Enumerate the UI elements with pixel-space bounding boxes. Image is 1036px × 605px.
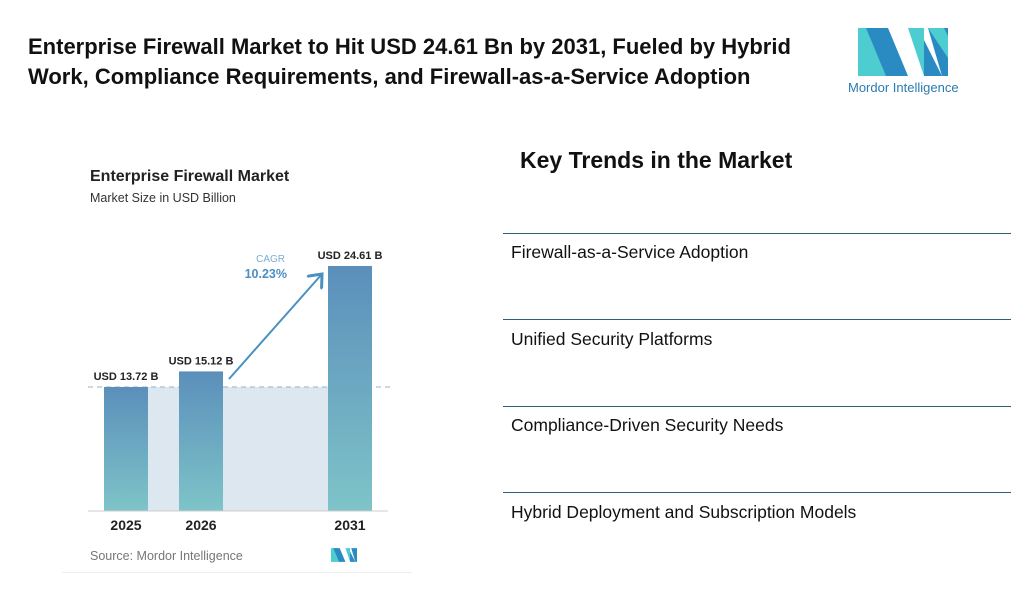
bar-2031: [328, 265, 372, 511]
x-tick-label: 2031: [334, 517, 365, 533]
cagr-arrow: [228, 274, 322, 380]
divider: [503, 233, 1011, 234]
trends-title: Key Trends in the Market: [520, 147, 793, 173]
trend-item: Firewall-as-a-Service Adoption: [511, 242, 749, 262]
divider: [503, 319, 1011, 320]
chart-source: Source: Mordor Intelligence: [90, 549, 243, 563]
cagr-value: 10.23%: [245, 267, 287, 281]
chart-card: [62, 150, 412, 573]
bar-2026: [179, 371, 223, 511]
trend-item: Hybrid Deployment and Subscription Model…: [511, 502, 857, 522]
trend-item: Unified Security Platforms: [511, 329, 713, 349]
bar-2025: [104, 386, 148, 511]
shaded-region: [104, 386, 372, 511]
data-label: USD 15.12 B: [169, 355, 234, 367]
divider: [503, 492, 1011, 493]
trend-item: Compliance-Driven Security Needs: [511, 415, 784, 435]
x-tick-label: 2025: [110, 517, 141, 533]
divider: [503, 406, 1011, 407]
chart-title: Enterprise Firewall Market: [90, 168, 290, 185]
cagr-label: CAGR: [256, 254, 285, 265]
logo-text: Mordor Intelligence: [848, 80, 959, 95]
headline: Enterprise Firewall Market to Hit USD 24…: [28, 34, 791, 89]
x-tick-label: 2026: [185, 517, 216, 533]
bar-chart: USD 13.72 B 2025 USD 15.12 B 2026 USD 24.61 …: [88, 250, 390, 533]
mordor-logo-icon: [858, 28, 948, 76]
small-logo-icon: [331, 548, 357, 562]
data-label: USD 24.61 B: [318, 250, 383, 262]
data-label: USD 13.72 B: [94, 371, 159, 383]
chart-subtitle: Market Size in USD Billion: [90, 191, 236, 205]
